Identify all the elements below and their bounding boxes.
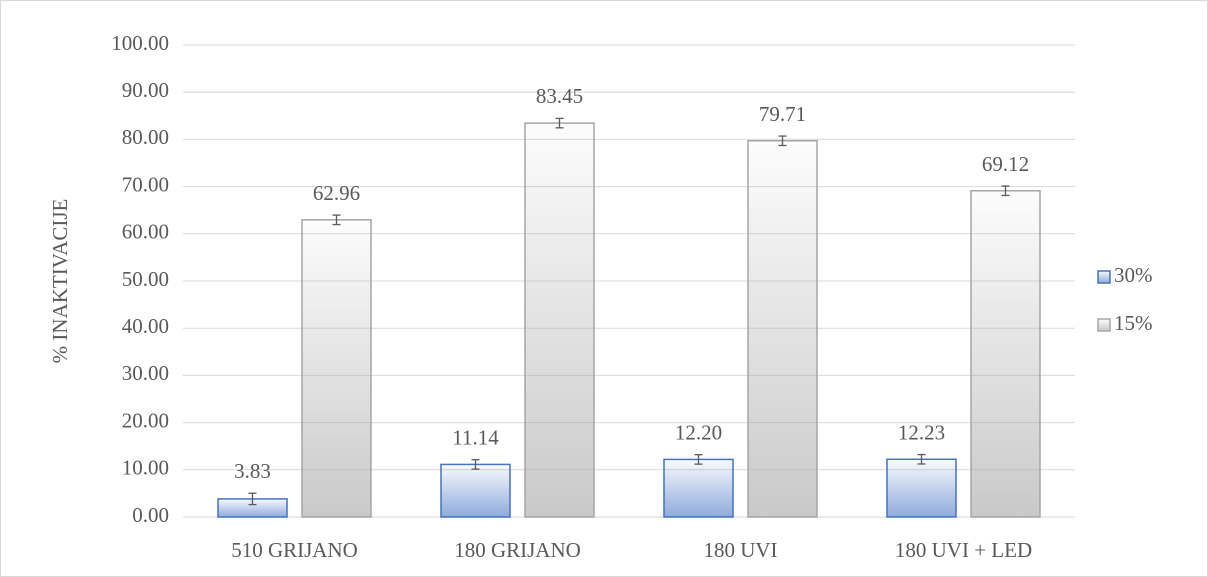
bar	[970, 190, 1041, 518]
bar	[663, 458, 734, 518]
y-tick-label: 0.00	[132, 503, 169, 527]
data-label: 62.96	[313, 181, 360, 205]
y-tick-label: 80.00	[122, 125, 169, 149]
legend-label: 15%	[1114, 311, 1153, 335]
error-bar	[555, 117, 564, 129]
y-axis-label: % INAKTIVACIJE	[48, 199, 72, 364]
data-label: 3.83	[234, 459, 271, 483]
error-bar	[694, 454, 703, 465]
y-tick-label: 70.00	[122, 172, 169, 196]
legend-label: 30%	[1114, 263, 1153, 287]
error-bar	[471, 459, 480, 470]
x-tick-label: 510 GRIJANO	[231, 538, 358, 562]
data-label: 83.45	[536, 84, 583, 108]
data-label: 12.23	[898, 420, 945, 444]
error-bar	[248, 492, 257, 506]
error-bar	[332, 214, 341, 226]
legend-swatch	[1097, 318, 1111, 332]
data-label: 79.71	[759, 102, 806, 126]
x-tick-label: 180 UVI	[703, 538, 777, 562]
error-bar	[917, 453, 926, 465]
bar	[747, 140, 818, 518]
error-bar	[778, 135, 787, 147]
y-tick-label: 40.00	[122, 314, 169, 338]
x-tick-label: 180 GRIJANO	[454, 538, 581, 562]
y-tick-label: 20.00	[122, 408, 169, 432]
legend-swatch	[1097, 270, 1111, 284]
bar	[440, 463, 511, 518]
y-tick-label: 90.00	[122, 78, 169, 102]
y-tick-label: 60.00	[122, 220, 169, 244]
data-label: 12.20	[675, 421, 722, 445]
data-label: 11.14	[452, 426, 499, 450]
y-tick-label: 10.00	[122, 456, 169, 480]
data-label: 69.12	[982, 152, 1029, 176]
error-bar	[1001, 185, 1010, 197]
bar	[886, 458, 957, 518]
y-tick-label: 100.00	[111, 31, 169, 55]
y-tick-label: 30.00	[122, 361, 169, 385]
bar	[301, 219, 372, 518]
bar	[524, 122, 595, 518]
x-tick-label: 180 UVI + LED	[895, 538, 1032, 562]
y-tick-label: 50.00	[122, 267, 169, 291]
